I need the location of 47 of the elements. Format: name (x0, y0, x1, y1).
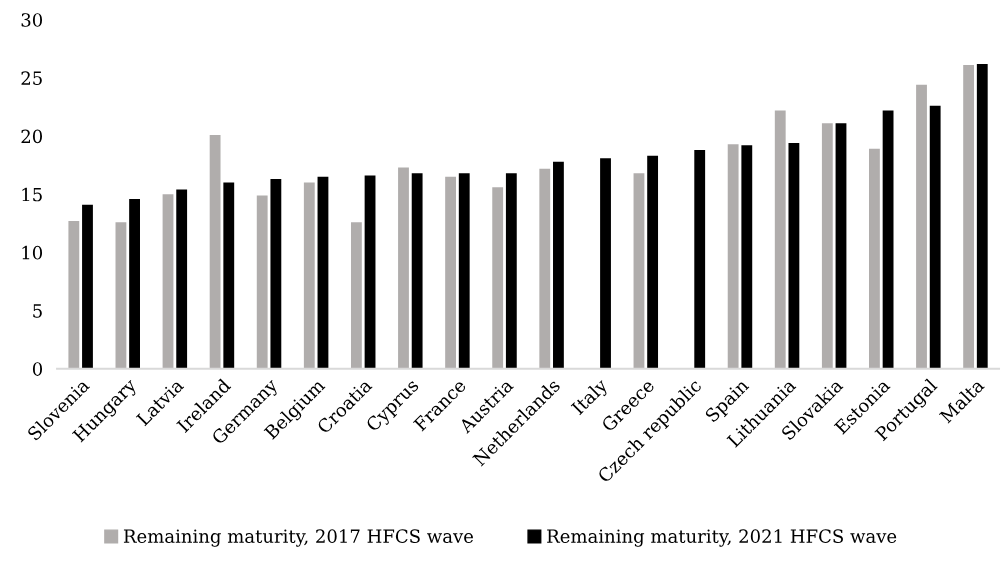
bar (445, 176, 456, 369)
bar (976, 63, 988, 369)
y-tick-label: 20 (21, 129, 43, 144)
bar (916, 84, 927, 369)
bar (317, 176, 329, 369)
bar (176, 189, 188, 369)
bar (882, 110, 894, 369)
bar (600, 158, 611, 369)
bar (727, 144, 739, 369)
bar (364, 175, 376, 369)
bar (115, 222, 127, 369)
bar (350, 222, 362, 369)
bar (68, 221, 80, 369)
bar (539, 168, 551, 369)
bar (411, 173, 423, 369)
y-tick-label: 25 (21, 71, 42, 85)
bar (774, 110, 786, 369)
y-tick-label: 30 (21, 13, 43, 27)
y-tick-label: 10 (22, 245, 43, 260)
bar (505, 173, 517, 369)
bar (82, 204, 93, 369)
bar (458, 173, 470, 369)
legend-label: Remaining maturity, 2021 HFCS wave (547, 529, 897, 547)
bar (869, 148, 880, 369)
y-tick-label: 5 (33, 304, 42, 318)
bar (398, 167, 409, 369)
bar (694, 150, 706, 369)
bar (162, 194, 174, 369)
bar (129, 198, 140, 369)
bar (270, 179, 282, 369)
bar (963, 65, 975, 369)
bar (209, 134, 221, 369)
bar (256, 195, 268, 369)
bar (492, 187, 504, 369)
y-tick-label: 0 (32, 362, 43, 376)
bar (788, 143, 800, 369)
bar (223, 182, 235, 369)
legend-label: Remaining maturity, 2017 HFCS wave (123, 529, 474, 547)
bar (929, 105, 941, 369)
bar (553, 161, 564, 369)
bar (821, 123, 833, 369)
bar (835, 123, 847, 369)
y-tick-label: 15 (22, 187, 42, 202)
bar (647, 155, 659, 369)
bar (741, 145, 753, 369)
bar (303, 182, 315, 369)
bar (633, 173, 645, 369)
